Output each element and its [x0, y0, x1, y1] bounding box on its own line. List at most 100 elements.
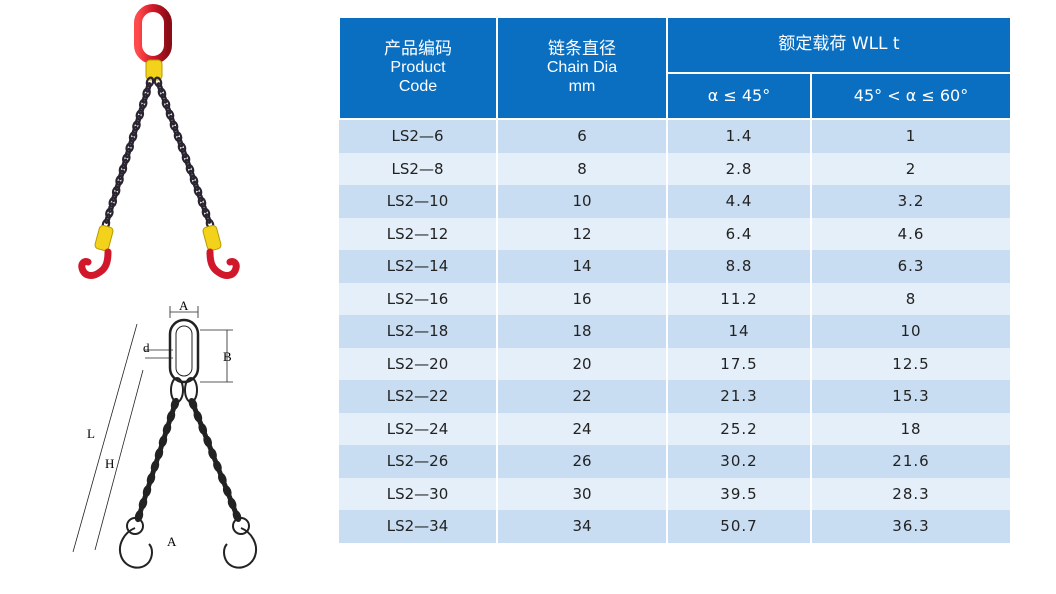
header-product-code: 产品编码 Product Code: [338, 16, 498, 120]
chain-link: [193, 185, 203, 197]
header-dia-en: Chain Dia: [546, 59, 618, 77]
cell-wll45: 8.8: [667, 250, 812, 283]
chain-link: [138, 103, 145, 115]
cell-dia: 18: [497, 315, 668, 348]
table-row: LS2—30 30 39.5 28.3: [339, 477, 1012, 510]
chain-link: [108, 196, 118, 208]
cell-wll60: 2: [811, 152, 1012, 185]
chain-link: [196, 191, 204, 203]
chain-link: [168, 114, 176, 126]
cell-code: LS2—8: [339, 152, 498, 185]
header-code-en-2: Code: [398, 77, 438, 95]
cell-wll60: 6.3: [811, 250, 1012, 283]
cell-code: LS2—26: [339, 445, 498, 478]
chain-link: [169, 120, 179, 132]
cell-code: LS2—6: [339, 119, 498, 153]
cell-code: LS2—16: [339, 282, 498, 315]
cell-dia: 26: [497, 445, 668, 478]
chain-link: [118, 163, 128, 175]
chain-link: [180, 147, 188, 159]
table-row: LS2—12 12 6.4 4.6: [339, 217, 1012, 250]
cell-wll60: 10: [811, 315, 1012, 348]
cell-code: LS2—22: [339, 380, 498, 413]
cell-dia: 12: [497, 217, 668, 250]
chain-link: [111, 191, 118, 203]
cell-wll60: 36.3: [811, 510, 1012, 543]
chain-link: [204, 213, 212, 224]
table-row: LS2—26 26 30.2 21.6: [339, 445, 1012, 478]
cell-code: LS2—14: [339, 250, 498, 283]
chain-link: [142, 87, 151, 99]
header-code-cn: 产品编码: [384, 38, 452, 59]
table-row: LS2—16 16 11.2 8: [339, 282, 1012, 315]
cell-dia: 16: [497, 282, 668, 315]
cell-wll45: 30.2: [667, 445, 812, 478]
cell-code: LS2—18: [339, 315, 498, 348]
cell-code: LS2—10: [339, 185, 498, 218]
table-body: LS2—6 6 1.4 1 LS2—8 8 2.8 2 LS2—10 10 4.4 3.2 LS2—12…: [339, 119, 1012, 543]
cell-dia: 24: [497, 412, 668, 445]
table-row: LS2—24 24 25.2 18: [339, 412, 1012, 445]
table-row: LS2—22 22 21.3 15.3: [339, 380, 1012, 413]
cell-wll45: 2.8: [667, 152, 812, 185]
cell-wll45: 25.2: [667, 412, 812, 445]
table-row: LS2—14 14 8.8 6.3: [339, 250, 1012, 283]
chain-link: [141, 92, 149, 104]
chain-link: [105, 207, 114, 219]
dim-label-d: d: [143, 340, 150, 355]
chain-link: [181, 153, 191, 164]
cell-wll45: 4.4: [667, 185, 812, 218]
chain-link: [107, 202, 115, 214]
chain-sling-photo-icon: [78, 4, 240, 279]
chain-link: [125, 142, 134, 154]
header-dia-cn: 链条直径: [548, 38, 616, 59]
chain-link: [172, 125, 180, 137]
chain-link: [131, 125, 138, 137]
header-wll-title: 额定载荷 WLL t: [778, 34, 900, 55]
dim-label-a: A: [179, 300, 189, 313]
cell-wll60: 18: [811, 412, 1012, 445]
cell-wll60: 4.6: [811, 217, 1012, 250]
cell-wll60: 3.2: [811, 185, 1012, 218]
chain-link: [145, 76, 155, 88]
product-photo: [70, 0, 270, 300]
cell-wll45: 6.4: [667, 217, 812, 250]
chain-link: [121, 158, 128, 170]
table-row: LS2—20 20 17.5 12.5: [339, 347, 1012, 380]
cell-dia: 10: [497, 185, 668, 218]
chain-link: [128, 131, 138, 143]
cell-code: LS2—30: [339, 477, 498, 510]
chain-link: [160, 93, 168, 104]
chain-link: [197, 196, 207, 208]
spec-table: 产品编码 Product Code 链条直径 Chain Dia mm 额定载荷…: [338, 16, 1012, 543]
chain-link: [124, 147, 132, 159]
chain-link: [104, 213, 111, 224]
cell-dia: 6: [497, 119, 668, 153]
header-chain-dia: 链条直径 Chain Dia mm: [496, 16, 668, 120]
table-row: LS2—18 18 14 10: [339, 315, 1012, 348]
dim-label-a-hook: A: [167, 534, 177, 549]
chain-link: [115, 174, 124, 186]
chain-link: [176, 136, 184, 148]
chain-link: [177, 142, 187, 153]
chain-link: [201, 207, 211, 219]
chain-link: [189, 174, 199, 186]
dimension-drawing: A B d L H A: [55, 298, 295, 590]
chain-link: [134, 114, 142, 126]
cell-dia: 8: [497, 152, 668, 185]
cell-dia: 34: [497, 510, 668, 543]
dim-label-h: H: [105, 456, 114, 471]
table-row: LS2—10 10 4.4 3.2: [339, 185, 1012, 218]
sling-drawing-icon: A B d L H A: [72, 298, 257, 569]
cell-dia: 14: [497, 250, 668, 283]
chain-link: [134, 509, 144, 523]
cell-wll45: 21.3: [667, 380, 812, 413]
cell-code: LS2—24: [339, 412, 498, 445]
cell-code: LS2—12: [339, 217, 498, 250]
cell-wll45: 17.5: [667, 347, 812, 380]
table-row: LS2—6 6 1.4 1: [339, 119, 1012, 153]
chain-link: [184, 158, 192, 170]
cell-wll45: 39.5: [667, 477, 812, 510]
cell-wll60: 28.3: [811, 477, 1012, 510]
table-row: LS2—34 34 50.7 36.3: [339, 510, 1012, 543]
